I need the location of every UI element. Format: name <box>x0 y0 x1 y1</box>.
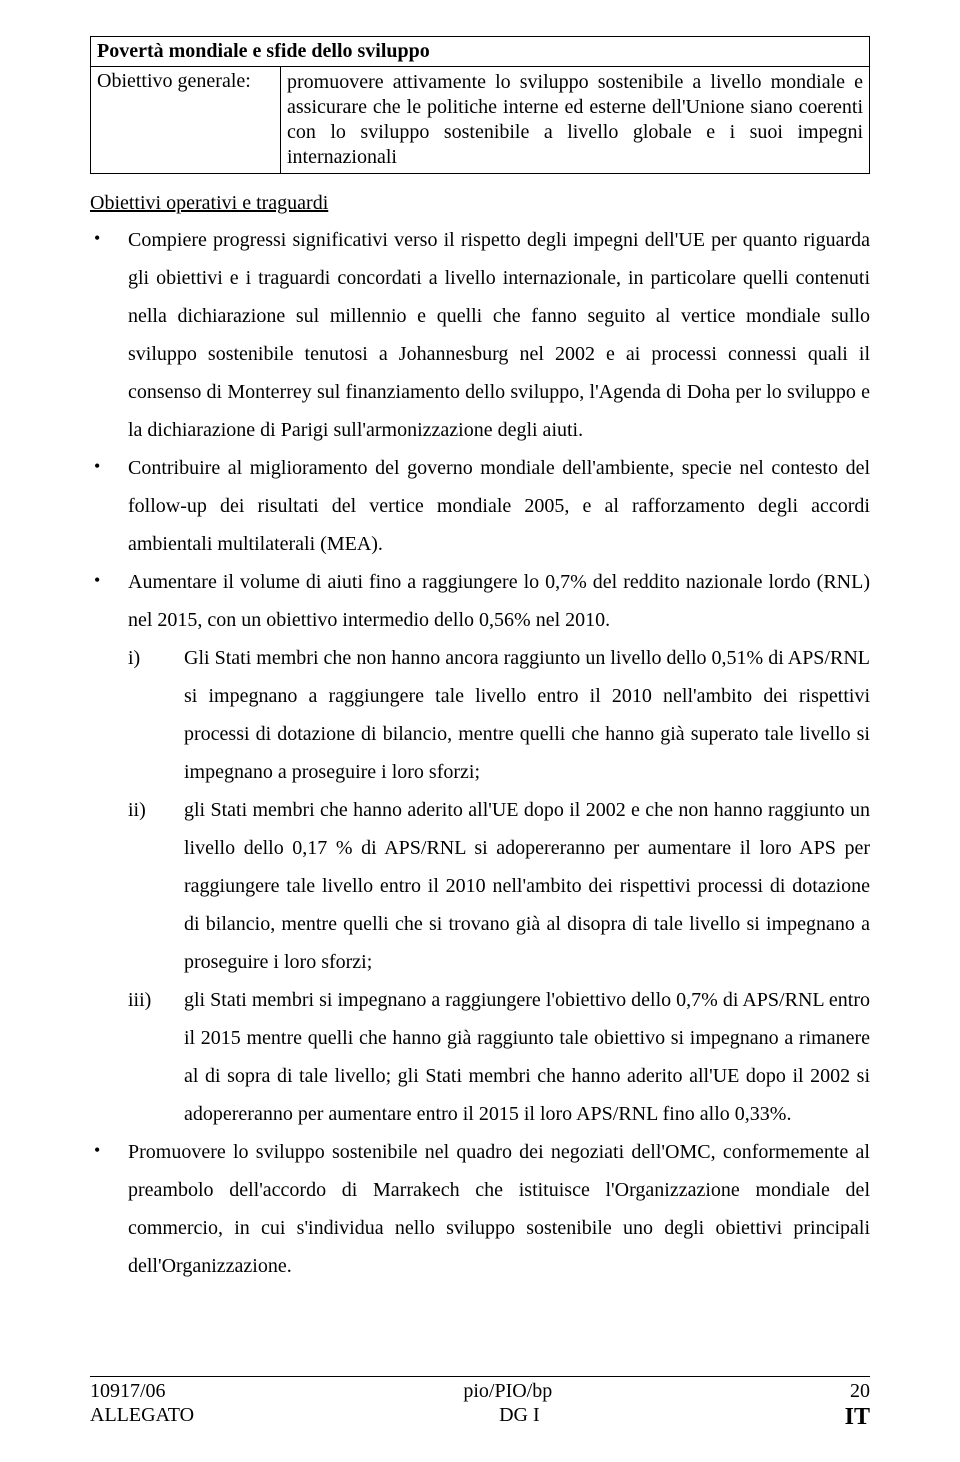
objective-label: Obiettivo generale: <box>91 67 281 174</box>
document-title: Povertà mondiale e sfide dello sviluppo <box>91 37 870 67</box>
footer-page-num: 20 <box>850 1379 870 1403</box>
sub-label: i) <box>128 639 184 791</box>
sub-text: Gli Stati membri che non hanno ancora ra… <box>184 639 870 791</box>
sub-item: iii) gli Stati membri si impegnano a rag… <box>128 981 870 1133</box>
section-heading: Obiettivi operativi e traguardi <box>90 192 870 215</box>
page-footer: 10917/06 pio/PIO/bp 20 ALLEGATO DG I IT <box>90 1376 870 1432</box>
footer-center-2: DG I <box>194 1403 845 1432</box>
bullet-item: Promuovere lo sviluppo sostenibile nel q… <box>92 1133 870 1285</box>
sub-list: i) Gli Stati membri che non hanno ancora… <box>128 639 870 1133</box>
sub-text: gli Stati membri che hanno aderito all'U… <box>184 791 870 981</box>
document-page: Povertà mondiale e sfide dello sviluppo … <box>0 0 960 1462</box>
sub-label: ii) <box>128 791 184 981</box>
bullet-item: Contribuire al miglioramento del governo… <box>92 449 870 563</box>
header-table: Povertà mondiale e sfide dello sviluppo … <box>90 36 870 174</box>
bullet-list: Compiere progressi significativi verso i… <box>92 221 870 1285</box>
bullet-intro-text: Aumentare il volume di aiuti fino a ragg… <box>128 571 870 631</box>
sub-text: gli Stati membri si impegnano a raggiung… <box>184 981 870 1133</box>
bullet-item: Aumentare il volume di aiuti fino a ragg… <box>92 563 870 1133</box>
footer-lang: IT <box>845 1403 870 1432</box>
footer-doc-ref: 10917/06 <box>90 1379 166 1403</box>
footer-annex: ALLEGATO <box>90 1403 194 1432</box>
bullet-item: Compiere progressi significativi verso i… <box>92 221 870 449</box>
sub-label: iii) <box>128 981 184 1133</box>
sub-item: i) Gli Stati membri che non hanno ancora… <box>128 639 870 791</box>
sub-item: ii) gli Stati membri che hanno aderito a… <box>128 791 870 981</box>
footer-center-1: pio/PIO/bp <box>166 1379 850 1403</box>
objective-text: promuovere attivamente lo sviluppo soste… <box>281 67 870 174</box>
